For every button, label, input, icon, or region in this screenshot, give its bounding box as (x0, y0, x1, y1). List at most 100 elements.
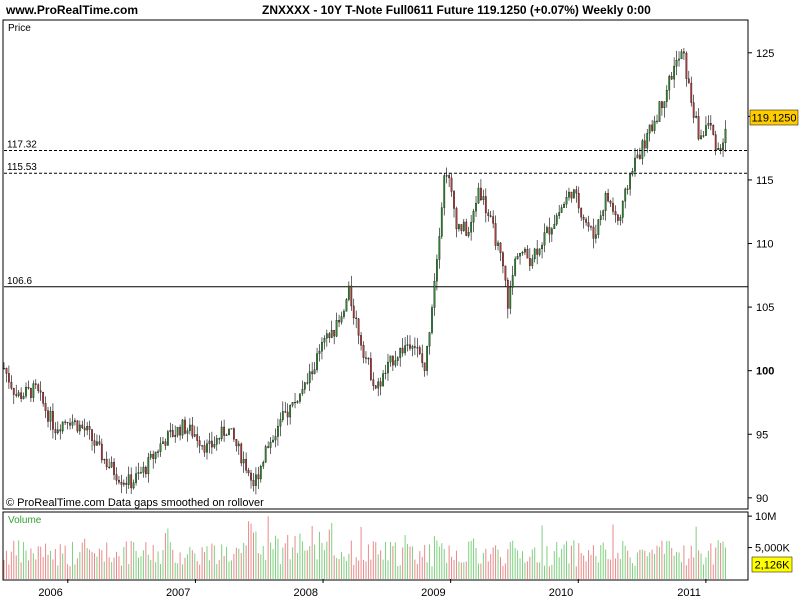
candle-body (467, 232, 470, 236)
candle-body (218, 438, 221, 440)
candle-body (56, 429, 59, 434)
candle-body (311, 371, 314, 375)
candle-body (215, 438, 218, 445)
candle-body (301, 389, 304, 394)
candle-body (670, 76, 673, 80)
candle-body (365, 357, 367, 359)
candle-body (66, 421, 69, 424)
candle-body (414, 346, 416, 348)
year-tick-label: 2007 (166, 587, 190, 599)
candle-body (34, 383, 37, 385)
candle-body (59, 429, 62, 432)
candle-body (3, 367, 5, 370)
candle-body (176, 426, 179, 436)
candle-body (634, 157, 636, 172)
candle-body (391, 355, 394, 366)
candle-body (450, 177, 453, 192)
candle-body (426, 346, 428, 371)
candle-body (614, 211, 617, 216)
candle-body (687, 78, 690, 84)
candle-body (235, 439, 238, 447)
candle-body (340, 316, 343, 323)
candle-body (546, 227, 548, 233)
candle-body (690, 82, 693, 103)
candle-body (330, 329, 333, 338)
candle-body (233, 428, 235, 440)
candle-body (196, 434, 199, 441)
price-tick-label: 125 (756, 48, 774, 60)
candle-body (237, 443, 240, 447)
candle-body (120, 481, 123, 485)
candle-body (428, 332, 431, 347)
candle-body (257, 474, 260, 480)
candle-body (245, 459, 248, 471)
candle-body (91, 429, 93, 441)
candle-body (20, 392, 23, 399)
candle-body (560, 207, 563, 213)
price-tick-label: 110 (756, 239, 774, 251)
candle-body (113, 462, 115, 475)
candle-body (497, 242, 499, 246)
last-price-label: 119.1250 (751, 113, 796, 125)
candle-body (242, 459, 245, 464)
candle-body (531, 258, 534, 266)
candle-body (42, 391, 45, 404)
candle-body (685, 52, 688, 79)
candle-body (541, 244, 543, 250)
candle-body (394, 360, 397, 366)
candle-body (105, 458, 108, 468)
candle-body (673, 66, 676, 80)
candle-body (555, 215, 558, 225)
candle-body (692, 102, 695, 118)
last-volume-tag (751, 556, 793, 573)
candle-body (482, 196, 485, 201)
candle-body (272, 439, 274, 443)
candle-body (108, 466, 111, 468)
candle-body (646, 133, 649, 149)
candle-body (470, 222, 473, 233)
candle-body (431, 307, 433, 333)
candle-body (154, 451, 157, 459)
year-tick-label: 2009 (421, 587, 445, 599)
candle-body (135, 473, 137, 483)
candle-body (264, 446, 267, 463)
price-level-label: 106.6 (7, 276, 32, 287)
candle-body (333, 329, 336, 337)
candle-body (502, 252, 504, 267)
candle-body (705, 125, 707, 136)
candle-body (418, 347, 421, 354)
candle-body (621, 201, 624, 218)
candle-body (69, 422, 71, 426)
candle-body (152, 454, 155, 459)
price-panel-label: Price (8, 23, 31, 34)
candle-body (648, 124, 651, 134)
candle-body (438, 236, 441, 260)
candle-body (379, 381, 382, 387)
candle-body (17, 392, 20, 396)
price-level-label: 115.53 (7, 162, 37, 173)
candle-body (590, 226, 592, 228)
candle-body (125, 482, 128, 485)
last-volume-label: 2,126K (755, 560, 791, 572)
candle-body (171, 430, 174, 437)
year-tick-label: 2011 (677, 587, 701, 599)
candle-body (47, 410, 49, 422)
candle-body (575, 189, 578, 194)
candle-body (594, 234, 597, 239)
candle-body (577, 193, 580, 209)
candle-body (269, 441, 272, 448)
candle-body (255, 474, 257, 486)
candle-body (360, 335, 362, 346)
site-name[interactable]: www.ProRealTime.com (6, 3, 139, 17)
candle-body (225, 434, 228, 436)
candle-body (538, 248, 541, 255)
candle-body (548, 227, 551, 235)
price-tick-label: 95 (756, 429, 768, 441)
candle-body (453, 191, 455, 209)
candle-body (223, 426, 226, 436)
candle-body (291, 402, 294, 406)
candle-body (714, 134, 717, 150)
candle-body (321, 342, 323, 352)
candle-body (484, 196, 487, 214)
candle-body (389, 355, 392, 363)
